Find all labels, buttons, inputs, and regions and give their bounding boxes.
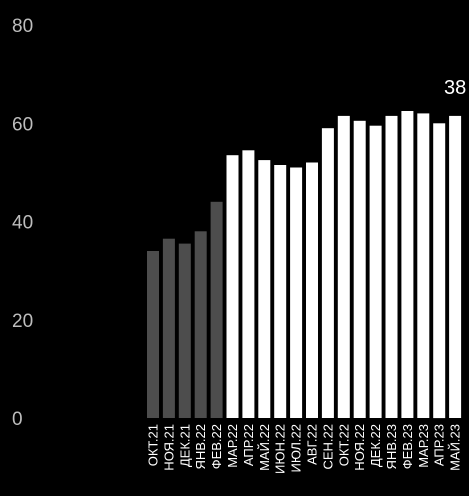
- bar: [194, 231, 207, 418]
- x-tick-label: АПР.23: [432, 424, 447, 466]
- bars: [147, 111, 462, 419]
- bar: [226, 155, 239, 418]
- bar: [369, 125, 382, 418]
- x-tick-label: МАЙ.22: [257, 424, 272, 471]
- bar: [433, 123, 446, 419]
- x-tick-label: СЕН.22: [320, 424, 335, 470]
- y-tick-label: 0: [12, 409, 23, 430]
- bar: [306, 162, 318, 418]
- bar: [162, 238, 175, 418]
- x-tick-label: ФЕВ.23: [400, 424, 415, 469]
- x-tick-label: НОЯ.21: [161, 424, 176, 471]
- x-tick-label: ФЕВ.22: [209, 424, 224, 469]
- x-tick-label: ИЮЛ.22: [289, 424, 304, 473]
- x-tick-label: ЯНВ.22: [193, 424, 208, 470]
- bar: [290, 167, 303, 418]
- x-tick-label: ЯНВ.23: [384, 424, 399, 470]
- bar: [210, 201, 223, 418]
- x-tick-label: ИЮН.22: [273, 424, 288, 474]
- x-tick-label: ДЕК.21: [177, 424, 192, 467]
- x-tick-label: МАР.22: [225, 424, 240, 468]
- x-tick-label: МАР.23: [416, 424, 431, 468]
- bar: [337, 115, 350, 419]
- bar: [353, 120, 366, 419]
- x-tick-label: НОЯ.22: [352, 424, 367, 471]
- x-tick-label: АВГ.22: [305, 424, 320, 465]
- y-tick-label: 80: [12, 16, 33, 37]
- bar: [147, 251, 159, 418]
- y-tick-label: 20: [12, 311, 33, 332]
- bar: [401, 111, 414, 418]
- x-tick-label: ДЕК.22: [368, 424, 383, 467]
- y-tick-label: 40: [12, 213, 33, 234]
- y-tick-label: 60: [12, 114, 33, 135]
- bar: [258, 160, 271, 418]
- bar: [417, 113, 430, 419]
- bar: [178, 243, 191, 418]
- y-axis: 0 20 40 60 80: [12, 16, 33, 430]
- data-label-annotation: 38: [444, 77, 466, 99]
- bar: [321, 128, 334, 418]
- x-tick-label: АПР.22: [241, 424, 256, 466]
- bar: [449, 115, 462, 419]
- x-tick-label: ОКТ.21: [146, 424, 161, 466]
- bar: [274, 165, 287, 418]
- x-tick-label: МАЙ.23: [448, 424, 463, 471]
- bar: [385, 115, 398, 419]
- x-tick-label: ОКТ.22: [336, 424, 351, 466]
- x-axis: ОКТ.21 НОЯ.21 ДЕК.21 ЯНВ.22 ФЕВ.22 МАР.22 АПР.…: [146, 424, 463, 474]
- bar: [242, 150, 255, 419]
